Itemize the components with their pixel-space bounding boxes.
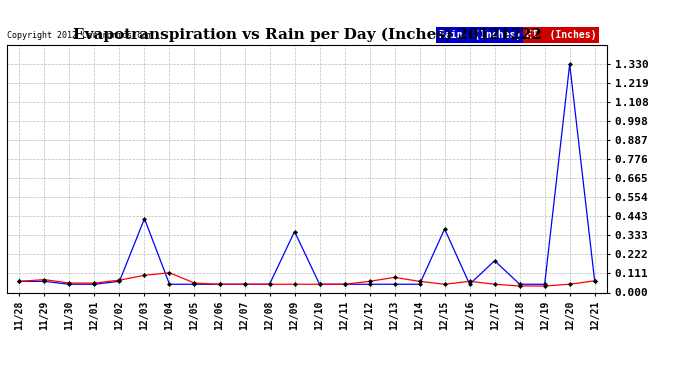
Text: Rain  (Inches): Rain (Inches) [439,30,522,40]
Text: ET  (Inches): ET (Inches) [526,30,597,40]
Title: Evapotranspiration vs Rain per Day (Inches) 20121222: Evapotranspiration vs Rain per Day (Inch… [72,28,542,42]
Text: Copyright 2012 Cartronics.com: Copyright 2012 Cartronics.com [7,31,152,40]
